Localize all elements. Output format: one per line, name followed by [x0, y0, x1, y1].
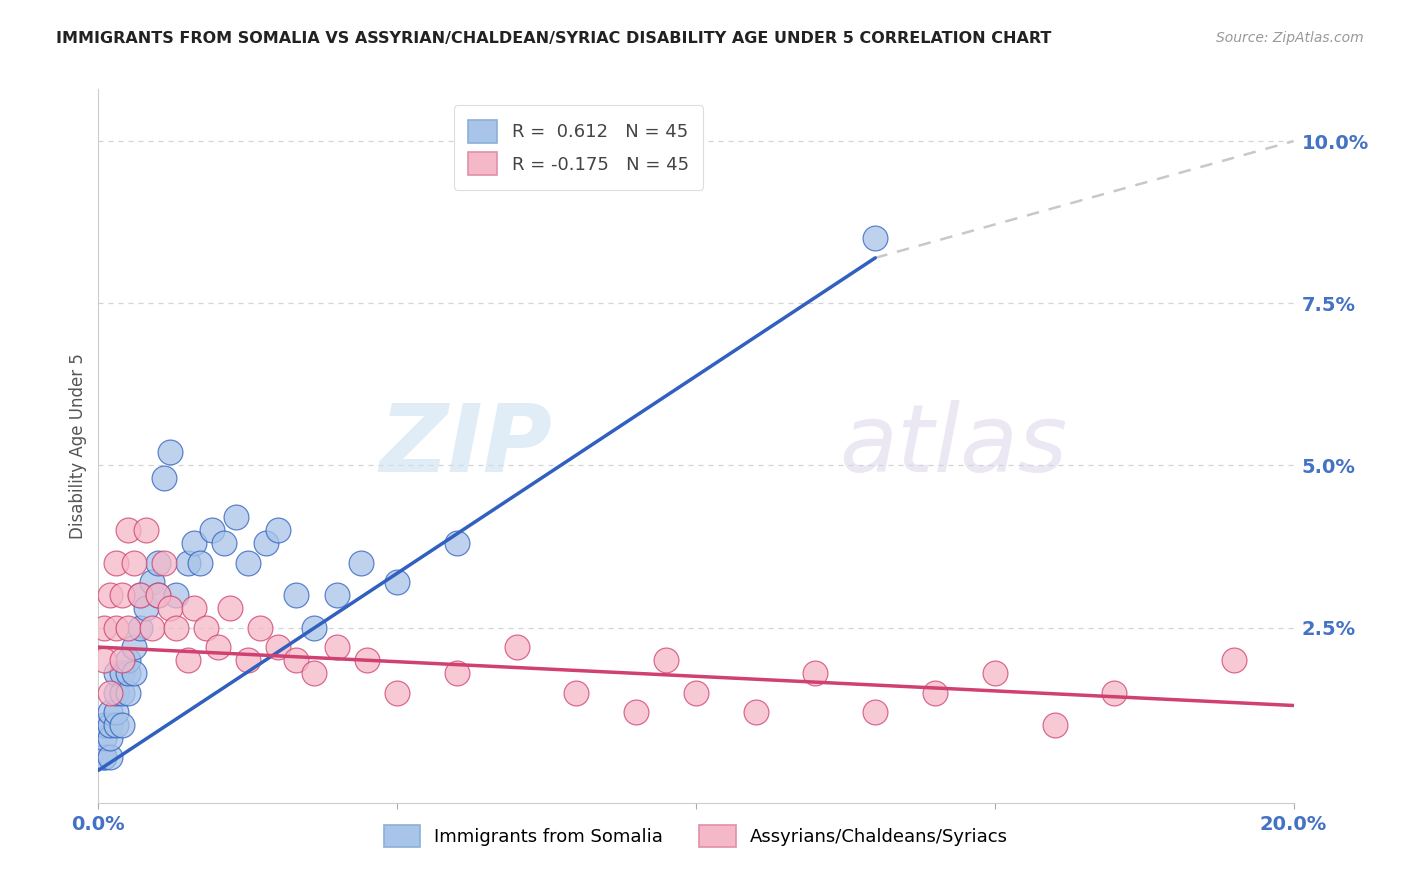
Point — [93, 621, 115, 635]
Point — [302, 666, 325, 681]
Point — [1223, 653, 1246, 667]
Point — [153, 471, 176, 485]
Point — [93, 750, 115, 764]
Point — [326, 588, 349, 602]
Point — [219, 601, 242, 615]
Y-axis label: Disability Age Under 5: Disability Age Under 5 — [69, 353, 87, 539]
Point — [183, 536, 205, 550]
Point — [188, 556, 211, 570]
Point — [129, 588, 152, 602]
Point — [129, 588, 152, 602]
Text: ZIP: ZIP — [380, 400, 553, 492]
Point — [177, 653, 200, 667]
Point — [117, 685, 139, 699]
Point — [195, 621, 218, 635]
Point — [117, 621, 139, 635]
Point — [212, 536, 235, 550]
Point — [165, 588, 187, 602]
Point — [565, 685, 588, 699]
Point — [201, 524, 224, 538]
Point — [135, 601, 157, 615]
Point — [141, 575, 163, 590]
Point — [865, 231, 887, 245]
Point — [105, 718, 128, 732]
Legend: Immigrants from Somalia, Assyrians/Chaldeans/Syriacs: Immigrants from Somalia, Assyrians/Chald… — [377, 818, 1015, 855]
Point — [105, 685, 128, 699]
Point — [446, 666, 468, 681]
Point — [93, 731, 115, 745]
Point — [105, 705, 128, 719]
Point — [302, 621, 325, 635]
Point — [1043, 718, 1066, 732]
Point — [685, 685, 707, 699]
Point — [236, 653, 259, 667]
Point — [385, 685, 409, 699]
Point — [326, 640, 349, 654]
Point — [98, 750, 122, 764]
Point — [111, 653, 134, 667]
Point — [385, 575, 409, 590]
Point — [111, 718, 134, 732]
Point — [105, 621, 128, 635]
Point — [148, 588, 170, 602]
Point — [254, 536, 277, 550]
Point — [98, 685, 122, 699]
Point — [165, 621, 187, 635]
Point — [124, 640, 146, 654]
Point — [655, 653, 678, 667]
Point — [249, 621, 271, 635]
Point — [93, 750, 115, 764]
Point — [446, 536, 468, 550]
Point — [183, 601, 205, 615]
Point — [111, 588, 134, 602]
Text: Source: ZipAtlas.com: Source: ZipAtlas.com — [1216, 31, 1364, 45]
Point — [117, 666, 139, 681]
Point — [207, 640, 229, 654]
Point — [177, 556, 200, 570]
Point — [236, 556, 259, 570]
Point — [148, 588, 170, 602]
Point — [117, 524, 139, 538]
Point — [745, 705, 768, 719]
Point — [98, 718, 122, 732]
Point — [111, 685, 134, 699]
Point — [105, 556, 128, 570]
Point — [626, 705, 648, 719]
Point — [506, 640, 529, 654]
Text: atlas: atlas — [839, 401, 1067, 491]
Point — [1104, 685, 1126, 699]
Point — [98, 731, 122, 745]
Point — [153, 556, 176, 570]
Point — [225, 510, 247, 524]
Point — [159, 445, 181, 459]
Point — [93, 653, 115, 667]
Point — [356, 653, 378, 667]
Text: IMMIGRANTS FROM SOMALIA VS ASSYRIAN/CHALDEAN/SYRIAC DISABILITY AGE UNDER 5 CORRE: IMMIGRANTS FROM SOMALIA VS ASSYRIAN/CHAL… — [56, 31, 1052, 46]
Point — [98, 588, 122, 602]
Point — [111, 666, 134, 681]
Point — [267, 524, 290, 538]
Point — [135, 524, 157, 538]
Point — [159, 601, 181, 615]
Point — [350, 556, 373, 570]
Point — [284, 653, 307, 667]
Point — [148, 556, 170, 570]
Point — [804, 666, 827, 681]
Point — [141, 621, 163, 635]
Point — [284, 588, 307, 602]
Point — [129, 621, 152, 635]
Point — [105, 666, 128, 681]
Point — [267, 640, 290, 654]
Point — [124, 556, 146, 570]
Point — [865, 705, 887, 719]
Point — [117, 653, 139, 667]
Point — [124, 666, 146, 681]
Point — [93, 718, 115, 732]
Point — [924, 685, 946, 699]
Point — [984, 666, 1007, 681]
Point — [98, 705, 122, 719]
